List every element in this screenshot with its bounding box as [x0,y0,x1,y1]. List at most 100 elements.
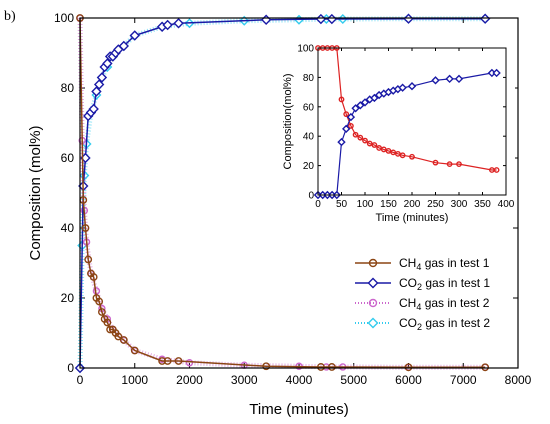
data-point [158,357,167,365]
inset-x-tick-label: 300 [451,199,468,210]
inset-x-tick-label: 250 [427,199,444,210]
legend-label-main: CO [399,316,417,330]
inset-data-point [347,123,354,129]
inset-data-point [371,142,378,148]
data-point [174,357,183,365]
data-point [327,363,336,371]
inset-data-point [343,111,350,118]
inset-data-point [385,147,392,154]
y-tick-label: 20 [61,291,75,305]
data-point [91,86,102,97]
inset-data-point [390,149,397,156]
data-point [316,363,325,371]
inset-y-tick-label: 20 [303,161,315,172]
x-tick-label: 5000 [340,373,367,387]
inset-y-tick-label: 80 [303,73,315,84]
data-point [173,18,184,29]
data-point [81,224,90,232]
data-point [262,362,271,371]
inset-y-tick-label: 100 [297,44,314,55]
data-point [479,13,491,24]
inset-data-point [362,137,368,144]
legend-label-main: CH [399,296,416,310]
inset-x-tick-label: 350 [474,199,491,210]
legend-label: CO2 gas in test 2 [399,316,490,332]
data-point [98,308,106,316]
data-point [403,13,414,24]
inset-data-point [356,101,365,110]
data-point [93,79,105,90]
inset-x-tick-label: 100 [357,199,374,210]
legend-label: CO2 gas in test 1 [399,276,490,292]
data-point [103,318,112,327]
legend-item: CH4 gas in test 1 [355,256,490,272]
series-2 [74,13,491,374]
inset-data-point [366,140,373,147]
data-point [315,13,327,25]
legend-label: CH4 gas in test 1 [399,256,490,272]
y-tick-label: 80 [61,81,75,95]
data-point [114,332,123,341]
data-point [118,40,129,52]
panel-label: b) [4,9,16,24]
inset-data-point [409,153,415,160]
inset-data-point [337,137,346,147]
inset-data-point [431,76,440,85]
inset-frame [317,47,507,196]
series-1 [76,14,490,372]
x-tick-label: 3000 [231,373,258,387]
inset-data-point [352,131,359,138]
data-point [481,363,490,372]
data-point [130,346,139,355]
inset-data-point [370,93,379,103]
plot-frame [79,17,519,369]
inset-x-tick-label: 400 [498,199,515,210]
inset-data-point [380,146,387,153]
y-axis-title: Composition (mol%) [27,125,44,260]
data-point [260,14,272,25]
legend-item: CO2 gas in test 1 [355,276,490,292]
data-point [404,363,413,372]
data-point [163,357,172,365]
legend-swatch-marker [368,298,378,308]
inset-y-tick-label: 40 [303,132,315,143]
data-point [326,13,338,25]
inset-data-point [360,98,370,107]
inset-chart: 0 50 100 150 200 250 300 350 400020406080100Time… [270,38,515,226]
data-point [185,359,194,367]
legend-swatch-marker [367,317,379,329]
y-tick-label: 40 [61,221,75,235]
legend-label-subscript: 2 [417,322,422,332]
legend-label-subscript: 2 [417,282,422,292]
data-point [106,325,115,334]
inset-data-point [446,161,453,168]
inset-data-point [338,96,345,103]
inset-data-point [357,134,364,141]
inset-data-point [398,83,407,92]
inset-data-point [493,167,500,173]
data-point [162,19,173,31]
x-tick-label: 1000 [121,373,148,387]
data-point [89,273,98,281]
inset-data-point [445,74,454,84]
inset-x-tick-label: 0 [315,199,321,210]
inset-data-point [376,145,382,151]
legend-item: CO2 gas in test 2 [355,316,490,332]
data-point [96,72,108,83]
x-tick-label: 0 [77,373,84,387]
inset-data-point [342,124,351,134]
legend-label-rest: gas in test 1 [421,256,489,270]
legend-label-rest: gas in test 2 [421,296,489,310]
legend-label-rest: gas in test 2 [422,316,490,330]
x-tick-label: 4000 [286,373,313,387]
data-point [102,58,113,69]
data-point [129,30,140,41]
data-point [84,255,93,264]
inset-x-tick-label: 50 [336,199,348,210]
legend-label-main: CO [399,276,417,290]
legend-label-subscript: 4 [416,302,421,312]
x-axis-title: Time (minutes) [249,401,348,418]
x-tick-label: 2000 [176,373,203,387]
